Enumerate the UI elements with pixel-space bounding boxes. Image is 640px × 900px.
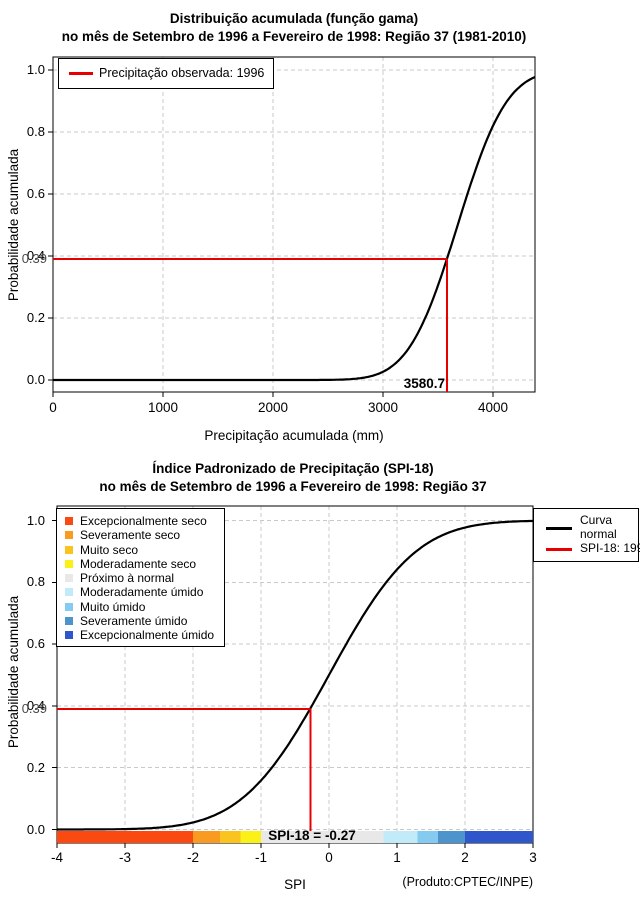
legend-item-label: Excepcionalmente úmido [80, 628, 215, 642]
legend-item-label: Excepcionalmente seco [80, 514, 207, 528]
y-tick-label: 0.0 [26, 822, 45, 837]
legend-item-label: Muito úmido [80, 599, 146, 614]
y-tick-label: 0.6 [26, 186, 45, 201]
colorbar-segment [417, 831, 438, 843]
y-axis-title: Probabilidade acumulada [5, 595, 21, 749]
legend-item-label: Próximo à normal [80, 571, 175, 585]
y-tick-label: 1.0 [26, 513, 45, 528]
legend-observed-label: Precipitação observada: 1996 [99, 66, 265, 80]
legend-observed-line [69, 72, 93, 75]
series-legend: Curva normal SPI-18: 1996 [533, 508, 640, 562]
chart-title: Índice Padronizado de Precipitação (SPI-… [152, 461, 434, 476]
colorbar-segment [193, 831, 221, 843]
x-tick-label: -3 [118, 850, 131, 865]
x-tick-label: 1 [393, 850, 401, 865]
color-swatch [65, 574, 73, 582]
y-tick-label: 1.0 [26, 62, 45, 77]
colorbar-segment [220, 831, 241, 843]
x-axis-title: SPI [284, 877, 306, 892]
colorbar-segment [261, 831, 384, 843]
legend-spi-line [546, 548, 572, 551]
legend-item-label: Severamente úmido [80, 613, 188, 628]
x-axis-title: Precipitação acumulada (mm) [204, 428, 384, 443]
x-tick-label: 1000 [147, 400, 179, 415]
spi-cdf-chart: Índice Padronizado de Precipitação (SPI-… [0, 450, 640, 900]
x-tick-label: -1 [254, 850, 267, 865]
x-tick-label: 2000 [257, 400, 289, 415]
y-tick-label: 0.8 [26, 574, 45, 589]
legend-item-label: Muito seco [80, 542, 139, 557]
x-tick-label: 0 [325, 850, 333, 865]
y-tick-label: 0.2 [26, 310, 45, 325]
color-swatch [65, 531, 73, 540]
x-tick-label: -2 [186, 850, 199, 865]
gamma-cdf-chart: Distribuição acumulada (função gama) no … [5, 11, 536, 443]
color-swatch [65, 602, 73, 611]
y-tick-label: 0.4 [26, 698, 45, 713]
colorbar-segment [57, 831, 193, 843]
colorbar-segment [240, 831, 261, 843]
color-swatch [65, 631, 73, 639]
y-axis-title: Probabilidade acumulada [5, 148, 21, 302]
legend-normal-curve-label-line2: normal [580, 527, 617, 541]
spi-plot-canvas [52, 505, 534, 848]
color-swatch [65, 545, 73, 554]
crosshair-x-label: 3580.7 [403, 376, 445, 391]
color-swatch [65, 616, 73, 625]
x-tick-label: 3 [529, 850, 537, 865]
chart-subtitle: no mês de Setembro de 1996 a Fevereiro d… [99, 479, 487, 494]
chart-subtitle: no mês de Setembro de 1996 a Fevereiro d… [61, 29, 527, 44]
y-tick-label: 0.6 [26, 636, 45, 651]
y-tick-label: 0.0 [26, 372, 45, 387]
spi-annotation: SPI-18 = -0.27 [268, 828, 356, 843]
chart-title: Distribuição acumulada (função gama) [169, 11, 419, 26]
x-tick-label: -4 [50, 850, 63, 865]
color-swatch [65, 588, 73, 597]
crosshair-y-label: 0.39 [21, 701, 47, 716]
legend-spi-label: SPI-18: 1996 [580, 541, 640, 555]
category-legend: Excepcionalmente seco Severamente seco Mui… [56, 508, 225, 647]
y-tick-label: 0.2 [26, 760, 45, 775]
y-tick-label: 0.8 [26, 124, 45, 139]
axis-border [52, 56, 536, 393]
colorbar-segment [437, 831, 465, 843]
legend-normal-curve-line [546, 527, 572, 530]
legend-normal-curve-label-line1: Curva [580, 513, 613, 527]
y-tick-label: 0.4 [26, 248, 45, 263]
crosshair-y-label: 0.39 [21, 251, 47, 266]
x-tick-label: 4000 [477, 400, 509, 415]
x-tick-label: 3000 [367, 400, 399, 415]
legend-item-label: Severamente seco [80, 528, 181, 543]
color-swatch [65, 559, 73, 568]
cdf-curve [53, 75, 536, 382]
legend-item-label: Moderadamente úmido [80, 585, 204, 600]
cdf-curve [57, 519, 534, 831]
credit-label: (Produto:CPTEC/INPE) [402, 875, 533, 889]
colorbar-segment [465, 831, 533, 843]
color-swatch [65, 517, 73, 525]
legend-box: Precipitação observada: 1996 [58, 58, 274, 89]
colorbar-segment [383, 831, 418, 843]
x-tick-label: 0 [49, 400, 57, 415]
legend-item-label: Moderadamente seco [80, 556, 197, 571]
x-tick-label: 2 [461, 850, 469, 865]
